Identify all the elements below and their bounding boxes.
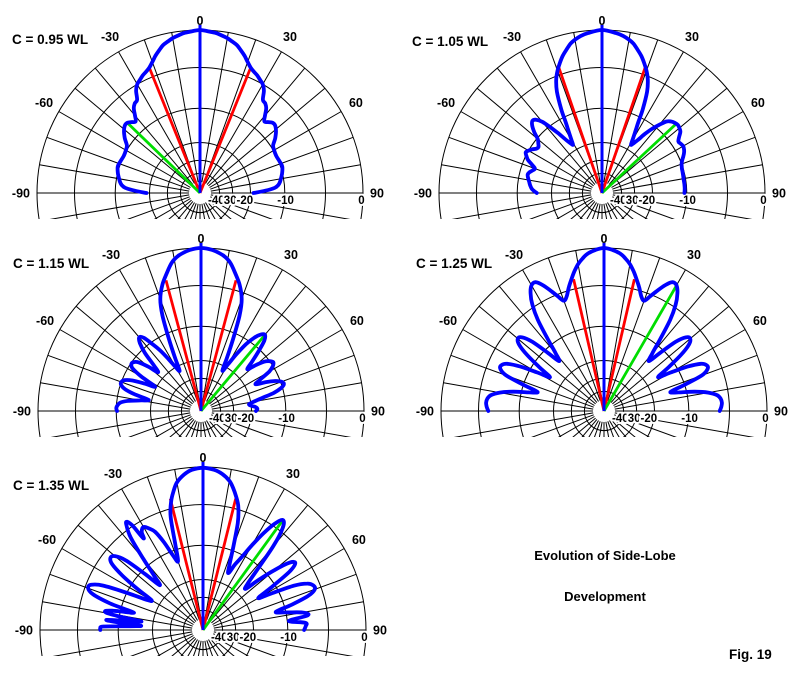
svg-text:-40: -40: [211, 632, 228, 644]
svg-text:-30: -30: [505, 248, 523, 262]
svg-text:0: 0: [200, 451, 207, 465]
svg-text:0: 0: [601, 232, 608, 246]
svg-text:30: 30: [284, 248, 298, 262]
caption-title: Evolution of Side-Lobe Development: [440, 521, 770, 631]
svg-text:90: 90: [371, 405, 385, 419]
svg-text:-90: -90: [416, 405, 434, 419]
plot-title-c125: C = 1.25 WL: [416, 256, 493, 271]
svg-text:30: 30: [685, 30, 699, 44]
svg-text:-30: -30: [102, 248, 120, 262]
svg-text:-20: -20: [237, 413, 254, 425]
figure-caption: Evolution of Side-Lobe Development 15-Tu…: [440, 521, 770, 675]
svg-text:-30: -30: [101, 30, 119, 44]
plot-title-c115: C = 1.15 WL: [13, 256, 90, 271]
svg-text:60: 60: [751, 96, 765, 110]
svg-text:-10: -10: [277, 195, 294, 207]
polar-plot-c095: 0 30 -30 60 -60 90 -90 -40 30 -20 -10 0 C = 0.95 WL: [0, 0, 400, 228]
svg-text:0: 0: [599, 14, 606, 28]
svg-text:0: 0: [198, 232, 205, 246]
svg-text:0: 0: [359, 413, 365, 425]
caption-title-line-1: Evolution of Side-Lobe: [534, 547, 676, 563]
svg-text:-20: -20: [638, 195, 655, 207]
svg-text:-40: -40: [208, 195, 225, 207]
svg-text:60: 60: [350, 314, 364, 328]
svg-text:30: 30: [225, 413, 238, 425]
caption-details: 15-Turn Helix Over Perfect Ground Pitch …: [440, 650, 770, 675]
svg-text:-40: -40: [610, 195, 627, 207]
svg-text:-90: -90: [13, 405, 31, 419]
polar-plot-c135: 0 30 -30 60 -60 90 -90 -40 30 -20 -10 0 C = 1.35 WL: [0, 450, 400, 675]
svg-text:90: 90: [373, 624, 387, 638]
svg-text:90: 90: [772, 187, 786, 201]
svg-text:-10: -10: [278, 413, 295, 425]
svg-text:-10: -10: [681, 413, 698, 425]
svg-text:-60: -60: [38, 533, 56, 547]
svg-text:30: 30: [628, 413, 641, 425]
figure-number: Fig. 19: [729, 647, 772, 662]
plot-title-c095: C = 0.95 WL: [12, 32, 89, 47]
svg-text:0: 0: [358, 195, 364, 207]
svg-text:60: 60: [349, 96, 363, 110]
svg-text:60: 60: [753, 314, 767, 328]
svg-text:-20: -20: [640, 413, 657, 425]
svg-text:-40: -40: [612, 413, 629, 425]
svg-text:30: 30: [283, 30, 297, 44]
svg-text:-90: -90: [15, 624, 33, 638]
svg-text:0: 0: [197, 14, 204, 28]
svg-text:-20: -20: [239, 632, 256, 644]
polar-plot-c125: 0 30 -30 60 -60 90 -90 -40 30 -20 -10 0 C = 1.25 WL: [400, 228, 800, 450]
svg-text:-60: -60: [437, 96, 455, 110]
svg-text:90: 90: [370, 187, 384, 201]
polar-plot-c105: 0 30 -30 60 -60 90 -90 -40 30 -20 -10 0 C = 1.05 WL: [400, 0, 800, 228]
svg-text:60: 60: [352, 533, 366, 547]
svg-text:30: 30: [227, 632, 240, 644]
svg-text:-30: -30: [104, 467, 122, 481]
plot-title-c105: C = 1.05 WL: [412, 34, 489, 49]
plot-title-c135: C = 1.35 WL: [13, 478, 90, 493]
svg-text:30: 30: [626, 195, 639, 207]
caption-title-line-2: Development: [564, 588, 646, 604]
svg-text:-30: -30: [503, 30, 521, 44]
svg-text:0: 0: [762, 413, 768, 425]
svg-text:-60: -60: [35, 96, 53, 110]
svg-text:-60: -60: [439, 314, 457, 328]
svg-text:-20: -20: [236, 195, 253, 207]
svg-text:-90: -90: [414, 187, 432, 201]
svg-text:90: 90: [774, 405, 788, 419]
svg-text:0: 0: [361, 632, 367, 644]
svg-text:0: 0: [760, 195, 766, 207]
svg-text:30: 30: [224, 195, 237, 207]
svg-text:30: 30: [286, 467, 300, 481]
svg-text:30: 30: [687, 248, 701, 262]
svg-text:-10: -10: [280, 632, 297, 644]
polar-plot-c115: 0 30 -30 60 -60 90 -90 -40 30 -20 -10 0 C = 1.15 WL: [0, 228, 400, 450]
svg-text:-40: -40: [209, 413, 226, 425]
svg-text:-90: -90: [12, 187, 30, 201]
svg-text:-10: -10: [679, 195, 696, 207]
svg-text:-60: -60: [36, 314, 54, 328]
